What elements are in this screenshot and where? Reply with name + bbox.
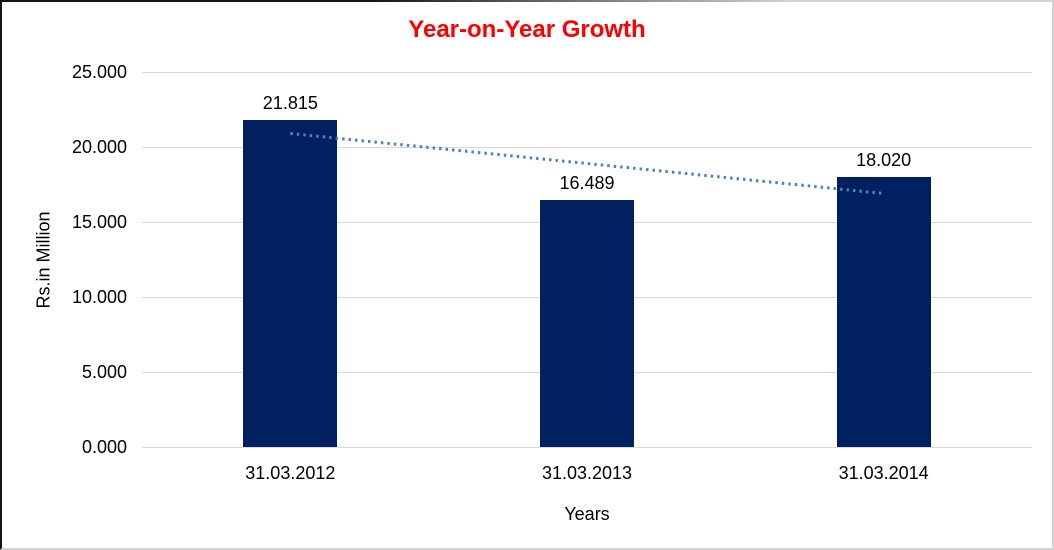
y-tick-label: 0.000 <box>81 437 127 457</box>
bar-31.03.2014 <box>836 176 931 447</box>
bar-value-label: 16.489 <box>559 172 615 193</box>
gridline <box>142 71 1032 73</box>
bar-31.03.2013 <box>540 199 634 447</box>
chart-title: Year-on-Year Growth <box>408 16 646 43</box>
x-axis-line <box>142 446 1032 448</box>
x-category-label: 31.03.2013 <box>541 463 633 483</box>
y-tick-label: 25.000 <box>71 62 127 82</box>
y-tick-label: 20.000 <box>71 137 127 157</box>
y-tick-label: 5.000 <box>81 362 127 382</box>
x-axis-title: Years <box>564 504 610 524</box>
bar-value-label: 18.020 <box>856 149 912 170</box>
frame-top-border <box>2 0 1052 2</box>
x-category-label: 31.03.2012 <box>245 463 336 483</box>
bar-31.03.2012 <box>243 119 338 447</box>
y-tick-label: 10.000 <box>71 287 127 307</box>
x-category-label: 31.03.2014 <box>838 463 929 483</box>
bar-value-label: 21.815 <box>262 92 318 113</box>
y-tick-label: 15.000 <box>71 212 127 232</box>
